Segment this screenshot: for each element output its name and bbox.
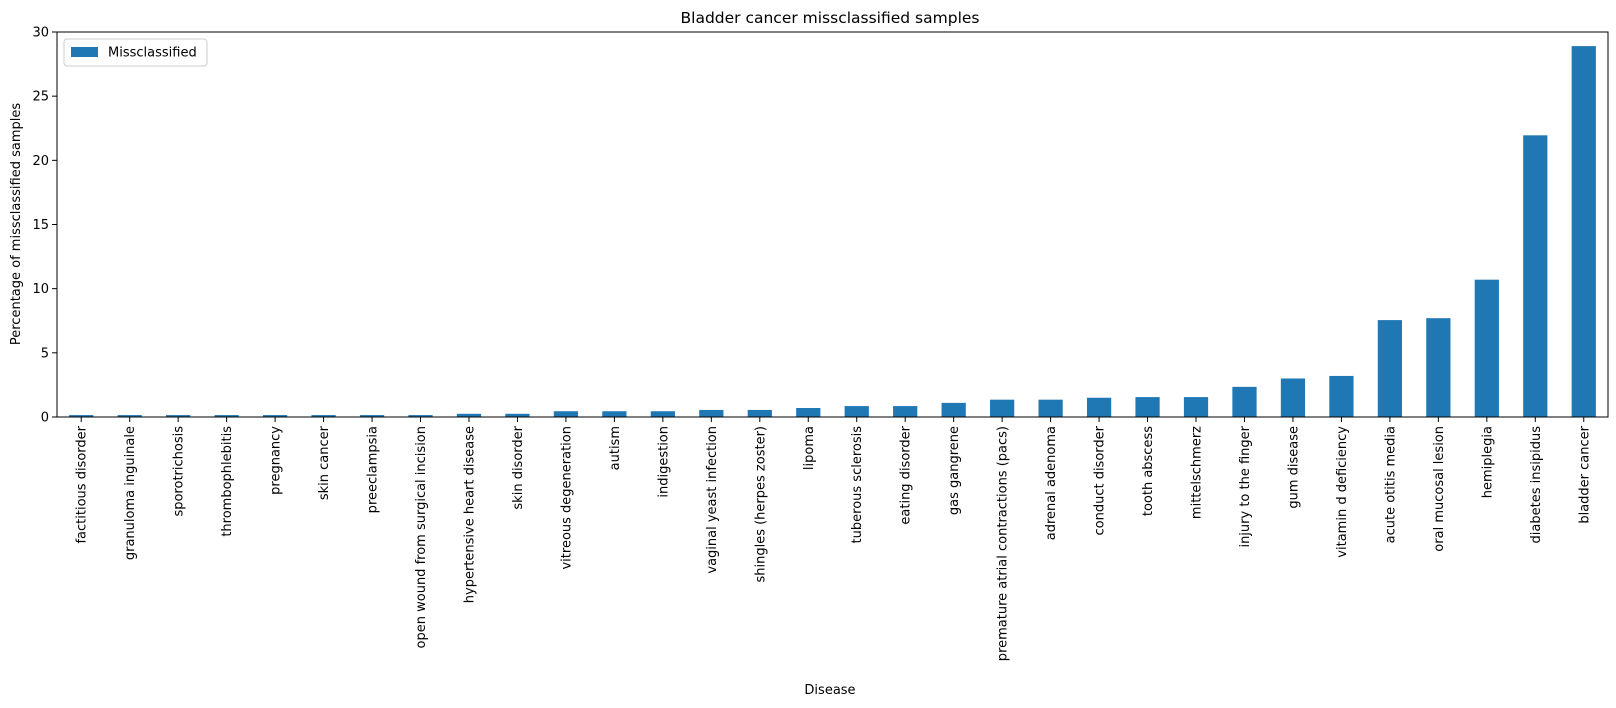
x-tick-label: lipoma [802, 426, 817, 470]
x-tick-label: acute otitis media [1383, 426, 1398, 543]
x-tick-label: thrombophlebitis [220, 426, 235, 537]
bar-tuberous-sclerosis [844, 406, 869, 417]
y-tick-label: 5 [41, 346, 49, 361]
x-tick-label: vitreous degeneration [559, 426, 574, 570]
bar-injury-to-the-finger [1232, 386, 1257, 417]
x-tick-label: open wound from surgical incision [414, 426, 429, 648]
bar-vaginal-yeast-infection [699, 409, 724, 417]
bar-diabetes-insipidus [1523, 135, 1548, 417]
x-tick-label: skin disorder [511, 425, 526, 509]
x-tick-label: mittelschmerz [1190, 426, 1205, 519]
x-tick-label: conduct disorder [1093, 425, 1108, 535]
x-tick-label: bladder cancer [1577, 425, 1592, 523]
x-tick-label: gas gangrene [947, 426, 962, 515]
x-tick-label: tuberous sclerosis [850, 426, 865, 544]
x-tick-label: skin cancer [317, 425, 332, 500]
x-tick-label: eating disorder [899, 425, 914, 524]
plot-frame [56, 31, 1609, 418]
bar-mittelschmerz [1183, 397, 1209, 417]
bar-gas-gangrene [941, 402, 966, 417]
bar-vitamin-d-deficiency [1329, 375, 1354, 417]
bar-eating-disorder [893, 406, 918, 417]
x-tick-label: tooth abscess [1141, 426, 1156, 516]
bar-autism [602, 411, 627, 417]
x-tick-label: autism [608, 426, 623, 470]
y-tick-label: 0 [41, 411, 49, 426]
bar-gum-disease [1280, 378, 1306, 417]
x-tick-label: sporotrichosis [172, 426, 187, 517]
y-tick-label: 25 [32, 90, 49, 105]
bar-skin-cancer [311, 415, 336, 417]
y-tick-label: 20 [32, 154, 49, 169]
y-axis: 0 5 10 15 20 25 30 [32, 26, 57, 426]
bar-tooth-abscess [1135, 397, 1160, 417]
x-tick-label: indigestion [656, 426, 671, 498]
legend-swatch [71, 47, 98, 57]
x-tick-label: gum disease [1286, 426, 1301, 509]
x-tick-label: premature atrial contractions (pacs) [996, 426, 1011, 661]
bar-lipoma [796, 408, 821, 417]
bar-granuloma-inguinale [117, 415, 142, 417]
bar-skin-disorder [505, 413, 530, 417]
bar-oral-mucosal-lesion [1426, 318, 1451, 417]
x-tick-label: oral mucosal lesion [1432, 426, 1447, 552]
x-tick-label: preeclampsia [366, 426, 381, 513]
bar-bladder-cancer [1571, 46, 1596, 417]
bar-hypertensive-heart-disease [456, 413, 482, 417]
x-tick-label: injury to the finger [1238, 425, 1253, 547]
bar-hemiplegia [1474, 279, 1499, 417]
bar-pregnancy [262, 415, 288, 417]
bar-premature-atrial-contractions-pacs [990, 399, 1015, 417]
x-axis-label: Disease [804, 683, 855, 698]
x-tick-label: diabetes insipidus [1529, 426, 1544, 544]
bar-indigestion [650, 411, 675, 417]
bar-conduct-disorder [1086, 397, 1112, 417]
bar-shingles-herpes-zoster [747, 409, 772, 417]
x-tick-label: vaginal yeast infection [705, 426, 720, 574]
y-tick-label: 30 [32, 26, 49, 41]
bar-sporotrichosis [166, 415, 191, 417]
chart-title: Bladder cancer missclassified samples [681, 9, 980, 27]
x-axis: factitious disorder granuloma inguinale sp… [75, 417, 1592, 661]
x-tick-label: factitious disorder [75, 425, 90, 543]
y-tick-label: 15 [32, 218, 49, 233]
bar-factitious-disorder [69, 415, 94, 417]
bar-adrenal-adenoma [1038, 399, 1063, 417]
y-axis-label: Percentage of missclassified samples [9, 103, 24, 345]
bars-layer [69, 46, 1596, 417]
legend-box [63, 38, 208, 67]
x-tick-label: shingles (herpes zoster) [753, 426, 768, 583]
x-tick-label: granuloma inguinale [123, 426, 138, 560]
x-tick-label: adrenal adenoma [1044, 426, 1059, 540]
x-tick-label: pregnancy [269, 426, 284, 495]
legend-label: Missclassified [108, 46, 197, 61]
legend: Missclassified [63, 38, 208, 67]
x-tick-label: vitamin d deficiency [1335, 426, 1350, 558]
x-tick-label: hemiplegia [1480, 426, 1495, 498]
bar-thrombophlebitis [214, 415, 239, 417]
bar-preeclampsia [359, 415, 385, 417]
x-tick-label: hypertensive heart disease [462, 426, 477, 603]
bar-vitreous-degeneration [553, 411, 579, 417]
bar-open-wound-from-surgical-incision [408, 415, 433, 417]
bar-acute-otitis-media [1377, 320, 1403, 417]
y-tick-label: 10 [32, 282, 49, 297]
